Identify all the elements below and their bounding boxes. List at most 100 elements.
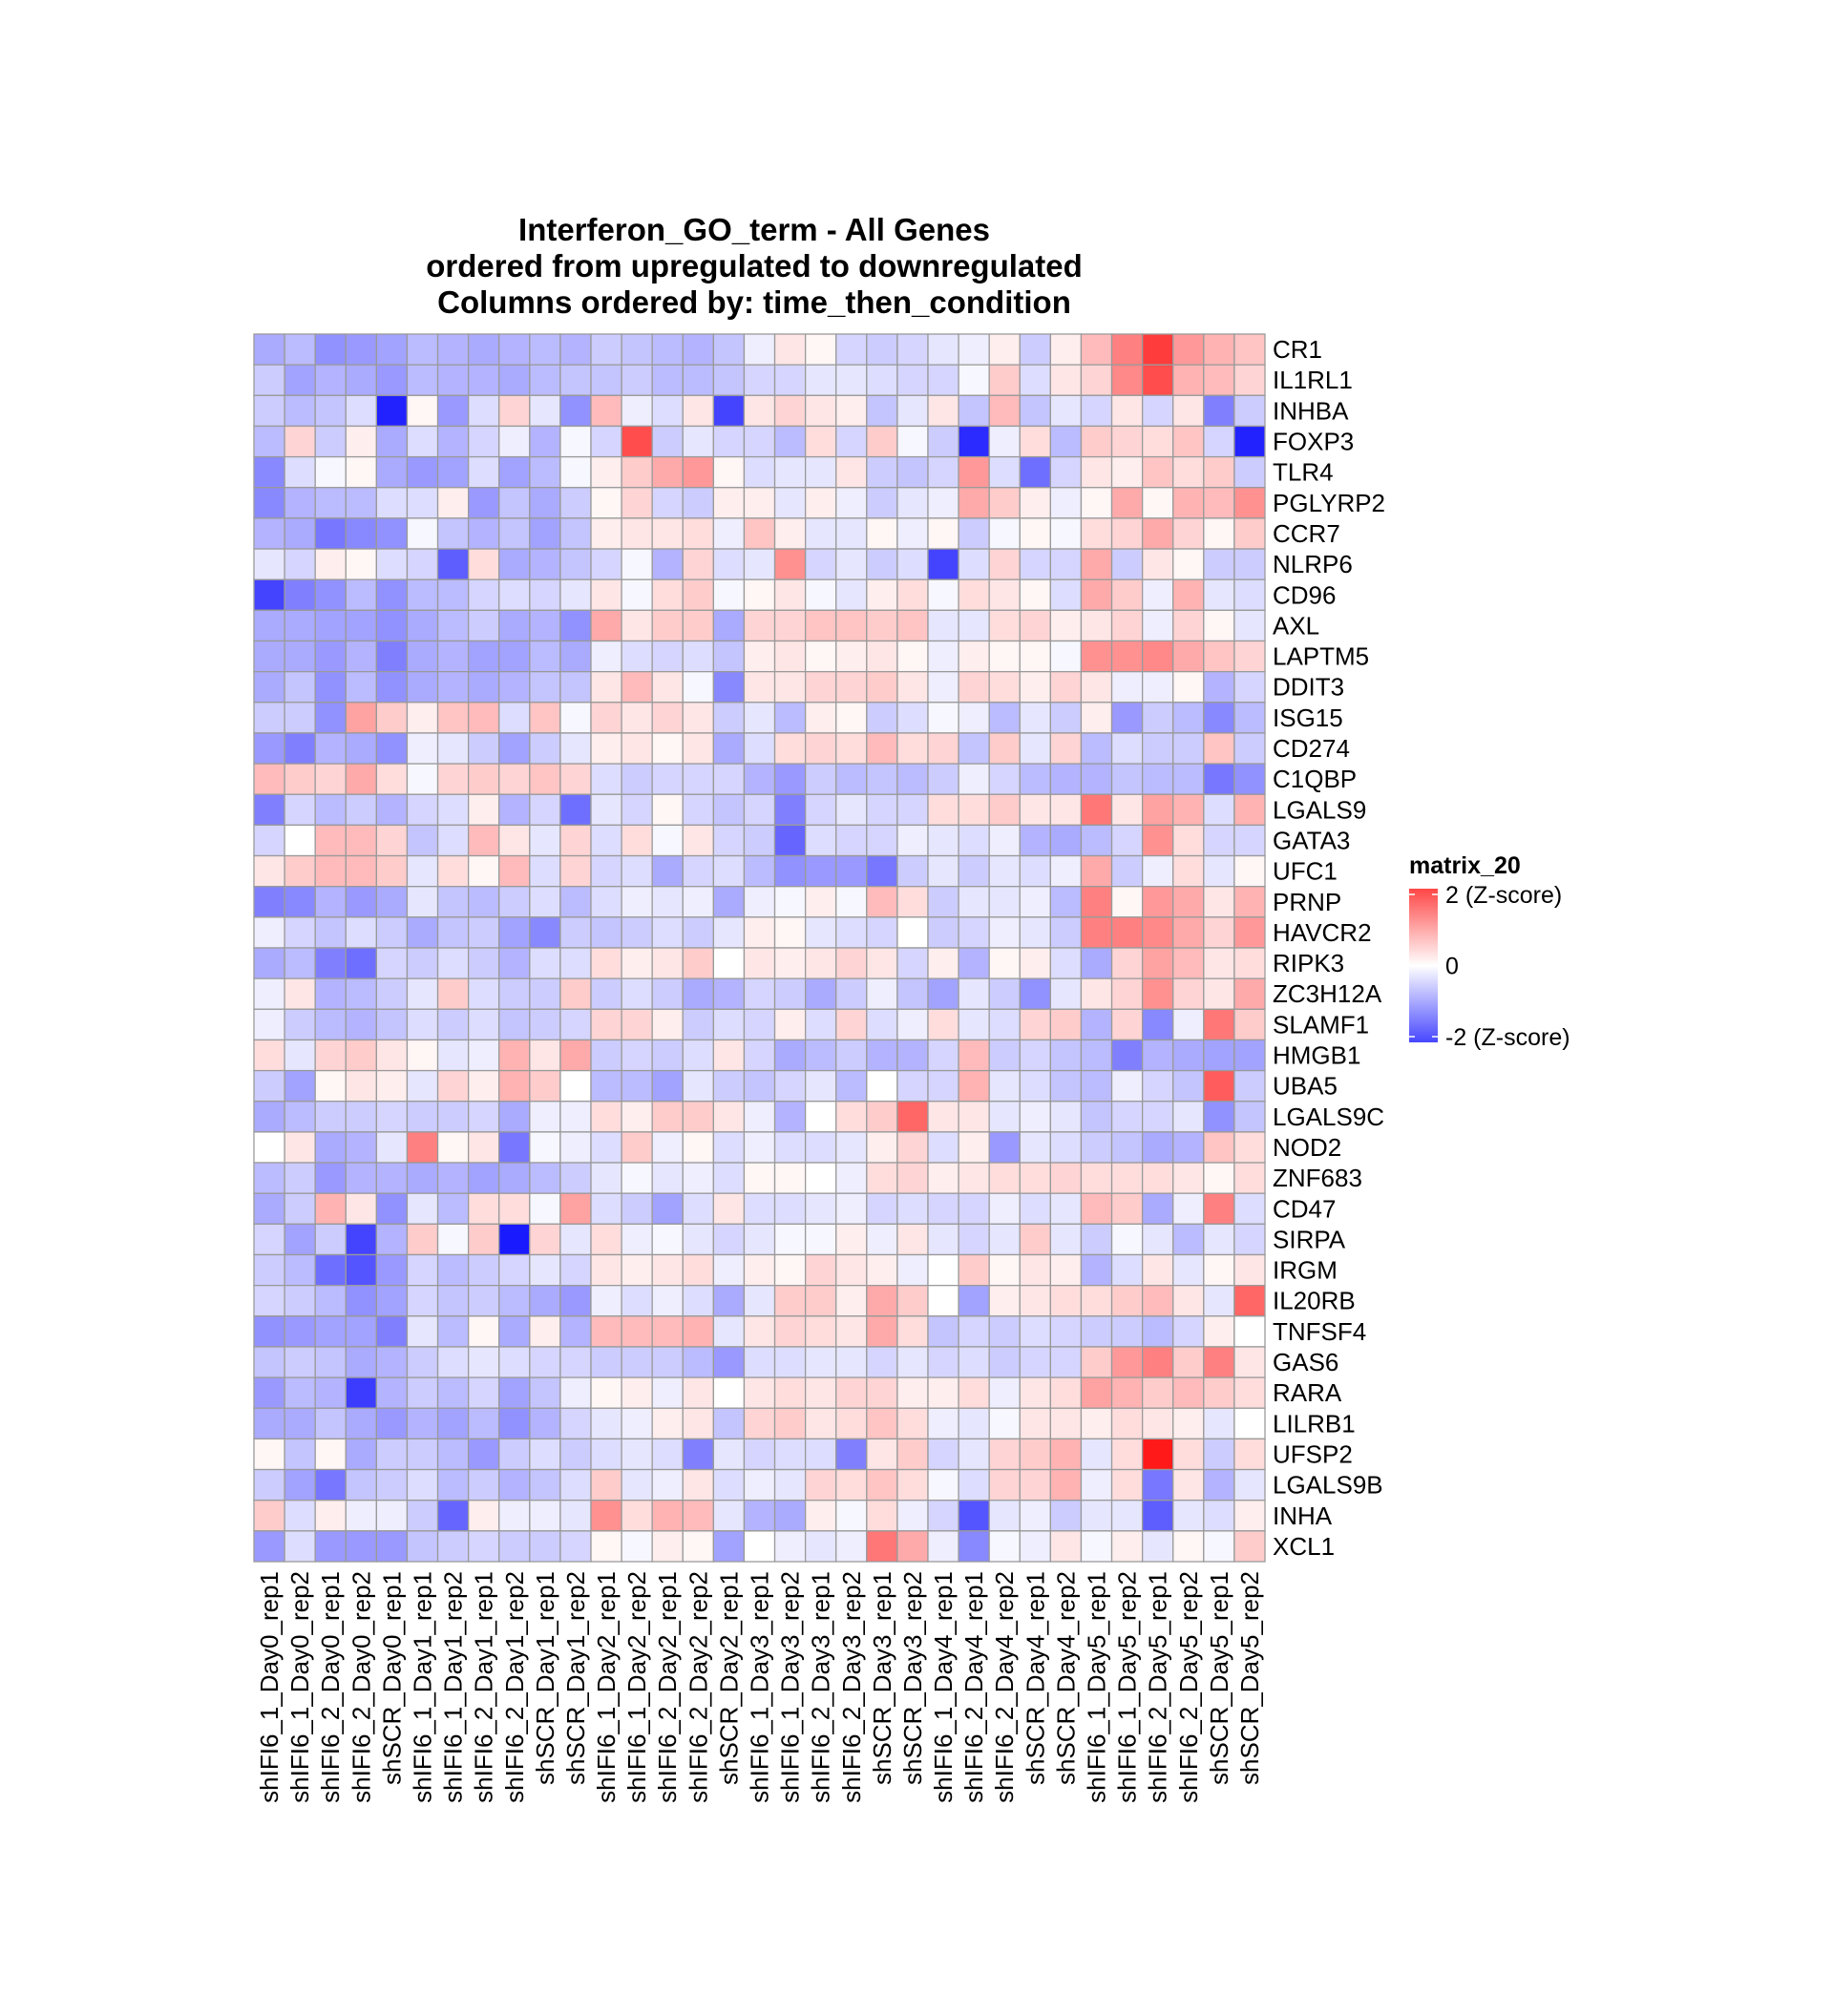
heatmap-cell [988, 732, 1021, 765]
heatmap-cell [866, 1039, 898, 1072]
heatmap-cell [682, 671, 715, 704]
heatmap-cell [1141, 1530, 1174, 1563]
heatmap-cell [1141, 1162, 1174, 1194]
heatmap-cell [345, 763, 378, 795]
heatmap-cell [1172, 1008, 1205, 1041]
heatmap-cell [1233, 1223, 1266, 1256]
heatmap-cell [958, 977, 990, 1010]
heatmap-cell [804, 1376, 837, 1409]
heatmap-cell [529, 1468, 561, 1502]
heatmap-cell [590, 1500, 622, 1532]
heatmap-cell [1080, 425, 1113, 458]
heatmap-cell [1110, 671, 1144, 704]
heatmap-cell [590, 640, 622, 673]
heatmap-cell [436, 732, 470, 765]
heatmap-cell [345, 793, 378, 827]
heatmap-cell [682, 1530, 715, 1563]
heatmap-cell [712, 886, 746, 918]
heatmap-cell [651, 517, 684, 550]
row-label: LGALS9C [1273, 1102, 1384, 1131]
heatmap-cell [651, 640, 684, 673]
row-label: TNFSF4 [1273, 1317, 1366, 1346]
heatmap-cell [529, 487, 561, 519]
heatmap-cell [712, 548, 746, 580]
heatmap-cell [590, 548, 622, 580]
heatmap-cell [1080, 1253, 1113, 1287]
heatmap-cell [773, 364, 807, 396]
heatmap-cell [314, 609, 347, 642]
heatmap-cell [896, 1500, 929, 1532]
heatmap-cell [406, 455, 439, 489]
heatmap-cell [467, 824, 500, 857]
heatmap-cell [467, 977, 500, 1010]
heatmap-cell [835, 1253, 868, 1287]
heatmap-cell [498, 702, 531, 734]
heatmap-cell [958, 640, 990, 673]
heatmap-cell [406, 578, 439, 612]
heatmap-cell [1203, 1376, 1235, 1409]
heatmap-cell [467, 947, 500, 979]
heatmap-cell [253, 1101, 285, 1133]
heatmap-cell [958, 824, 990, 857]
heatmap-cell [284, 1468, 316, 1502]
heatmap-cell [651, 1407, 684, 1440]
heatmap-cell [253, 793, 285, 827]
heatmap-cell [1080, 640, 1113, 673]
heatmap-cell [253, 824, 285, 857]
heatmap-cell [621, 487, 653, 519]
heatmap-cell [498, 455, 531, 489]
heatmap-cell [253, 609, 285, 642]
heatmap-cell [284, 517, 316, 550]
column-label: shIFI6_2_Day3_rep1 [807, 1571, 835, 1803]
heatmap-cell [1110, 1008, 1144, 1041]
heatmap-cell [1172, 977, 1205, 1010]
heatmap-cell [284, 1500, 316, 1532]
heatmap-cell [682, 517, 715, 550]
row-label: LGALS9B [1273, 1471, 1383, 1500]
heatmap-cell [712, 1376, 746, 1409]
heatmap-cell [621, 1131, 653, 1164]
heatmap-cell [1019, 1376, 1052, 1409]
heatmap-cell [651, 1315, 684, 1348]
heatmap-cell [773, 671, 807, 704]
heatmap-cell [314, 1039, 347, 1072]
heatmap-cell [804, 455, 837, 489]
heatmap-cell [804, 1039, 837, 1072]
heatmap-cell [1141, 455, 1174, 489]
heatmap-cell [375, 1069, 409, 1102]
column-label: shSCR_Day3_rep2 [898, 1571, 927, 1785]
heatmap-cell [1080, 548, 1113, 580]
heatmap-cell [529, 1008, 561, 1041]
heatmap-cell [1203, 394, 1235, 428]
heatmap-cell [866, 824, 898, 857]
heatmap-cell [682, 1162, 715, 1194]
heatmap-cell [896, 1468, 929, 1502]
heatmap-cell [1233, 455, 1266, 489]
heatmap-cell [1203, 578, 1235, 612]
heatmap-cell [253, 671, 285, 704]
heatmap-cell [253, 886, 285, 918]
row-label: CD96 [1273, 580, 1336, 609]
heatmap-cell [682, 947, 715, 979]
heatmap-cell [375, 763, 409, 795]
heatmap-cell [866, 1376, 898, 1409]
row-label: CR1 [1273, 335, 1322, 364]
heatmap-cell [1233, 947, 1266, 979]
heatmap-cell [1080, 364, 1113, 396]
heatmap-cell [773, 763, 807, 795]
row-label: UBA5 [1273, 1072, 1338, 1101]
heatmap-cell [253, 947, 285, 979]
heatmap-cell [988, 455, 1021, 489]
heatmap-cell [284, 609, 316, 642]
heatmap-cell [896, 1162, 929, 1194]
heatmap-cell [896, 793, 929, 827]
heatmap-cell [1019, 1346, 1052, 1378]
column-label: shIFI6_2_Day5_rep1 [1144, 1571, 1172, 1803]
heatmap-cell [621, 333, 653, 366]
heatmap-cell [1080, 1468, 1113, 1502]
heatmap-cell [559, 916, 592, 949]
heatmap-cell [467, 1438, 500, 1471]
heatmap-cell [590, 455, 622, 489]
heatmap-cell [773, 1162, 807, 1194]
heatmap-cell [682, 1131, 715, 1164]
